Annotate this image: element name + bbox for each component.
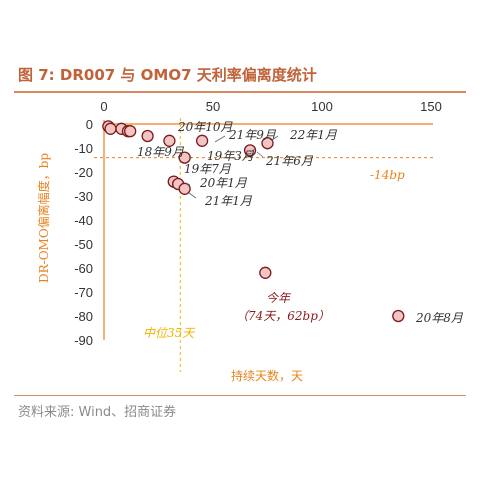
annotation-label: 20年1月 — [199, 176, 248, 190]
data-point — [178, 151, 191, 164]
y-tick-label: -30 — [74, 189, 93, 204]
y-tick-label: 0 — [86, 117, 93, 132]
annotation-label: 20年10月 — [177, 120, 234, 134]
leader-line — [214, 135, 226, 143]
leader-line — [188, 155, 193, 159]
data-point — [104, 122, 117, 135]
y-tick-label: -10 — [74, 141, 93, 156]
annotation-label: 21年6月 — [265, 154, 314, 168]
y-tick-label: -80 — [74, 309, 93, 324]
leader-line — [188, 192, 197, 199]
x-axis-title: 持续天数，天 — [231, 368, 303, 383]
data-point — [178, 182, 191, 195]
points — [102, 120, 405, 323]
data-point — [392, 309, 405, 323]
vline-label: 中位35天 — [143, 326, 196, 340]
y-tick-label: -90 — [74, 333, 93, 348]
x-tick-label: 100 — [311, 99, 333, 114]
annotation-label: 19年7月 — [184, 162, 232, 176]
x-tick-label: 150 — [420, 99, 442, 114]
hline-label: -14bp — [370, 168, 405, 182]
annotation-label: 18年9月 — [137, 145, 185, 159]
source-note: 资料来源: Wind、招商证券 — [18, 405, 177, 420]
data-point — [261, 137, 274, 150]
y-axis-title: DR-OMO偏离幅度，bp — [36, 153, 51, 283]
y-tick-label: -50 — [74, 237, 93, 252]
data-point — [243, 144, 257, 157]
axes: 0 50 100 150 0 -10 -20 -30 -40 -50 -60 -70 -80 -90 — [74, 99, 442, 348]
y-tick-label: -20 — [74, 165, 93, 180]
x-tick-label: 50 — [206, 99, 220, 114]
annotation-label: 21年1月 — [204, 194, 253, 208]
leader-line — [185, 182, 191, 186]
data-point — [259, 266, 272, 279]
y-tick-label: -70 — [74, 285, 93, 300]
x-tick-label: 0 — [100, 99, 107, 114]
title-divider — [14, 91, 466, 93]
leader-line — [249, 148, 256, 153]
annotation-label: 20年8月 — [415, 311, 464, 325]
leader-line — [256, 151, 264, 158]
figure-title: 图 7: DR007 与 OMO7 天利率偏离度统计 — [18, 66, 317, 84]
data-point — [195, 134, 209, 147]
data-point — [163, 134, 176, 147]
data-point — [124, 125, 137, 138]
annotation-label: 今年 — [266, 291, 292, 305]
leader-line — [271, 135, 279, 141]
data-point — [141, 129, 154, 143]
annotation-label: （74天，62bp） — [236, 309, 330, 323]
annotation-label: 22年1月 — [289, 128, 338, 142]
reference-lines: -14bp 中位35天 — [94, 118, 435, 372]
annotation-label: 21年9月 — [228, 128, 277, 142]
y-tick-label: -40 — [74, 213, 93, 228]
source-divider — [14, 395, 466, 396]
annotation-label: 19年3月 — [207, 149, 255, 163]
y-tick-label: -60 — [74, 261, 93, 276]
